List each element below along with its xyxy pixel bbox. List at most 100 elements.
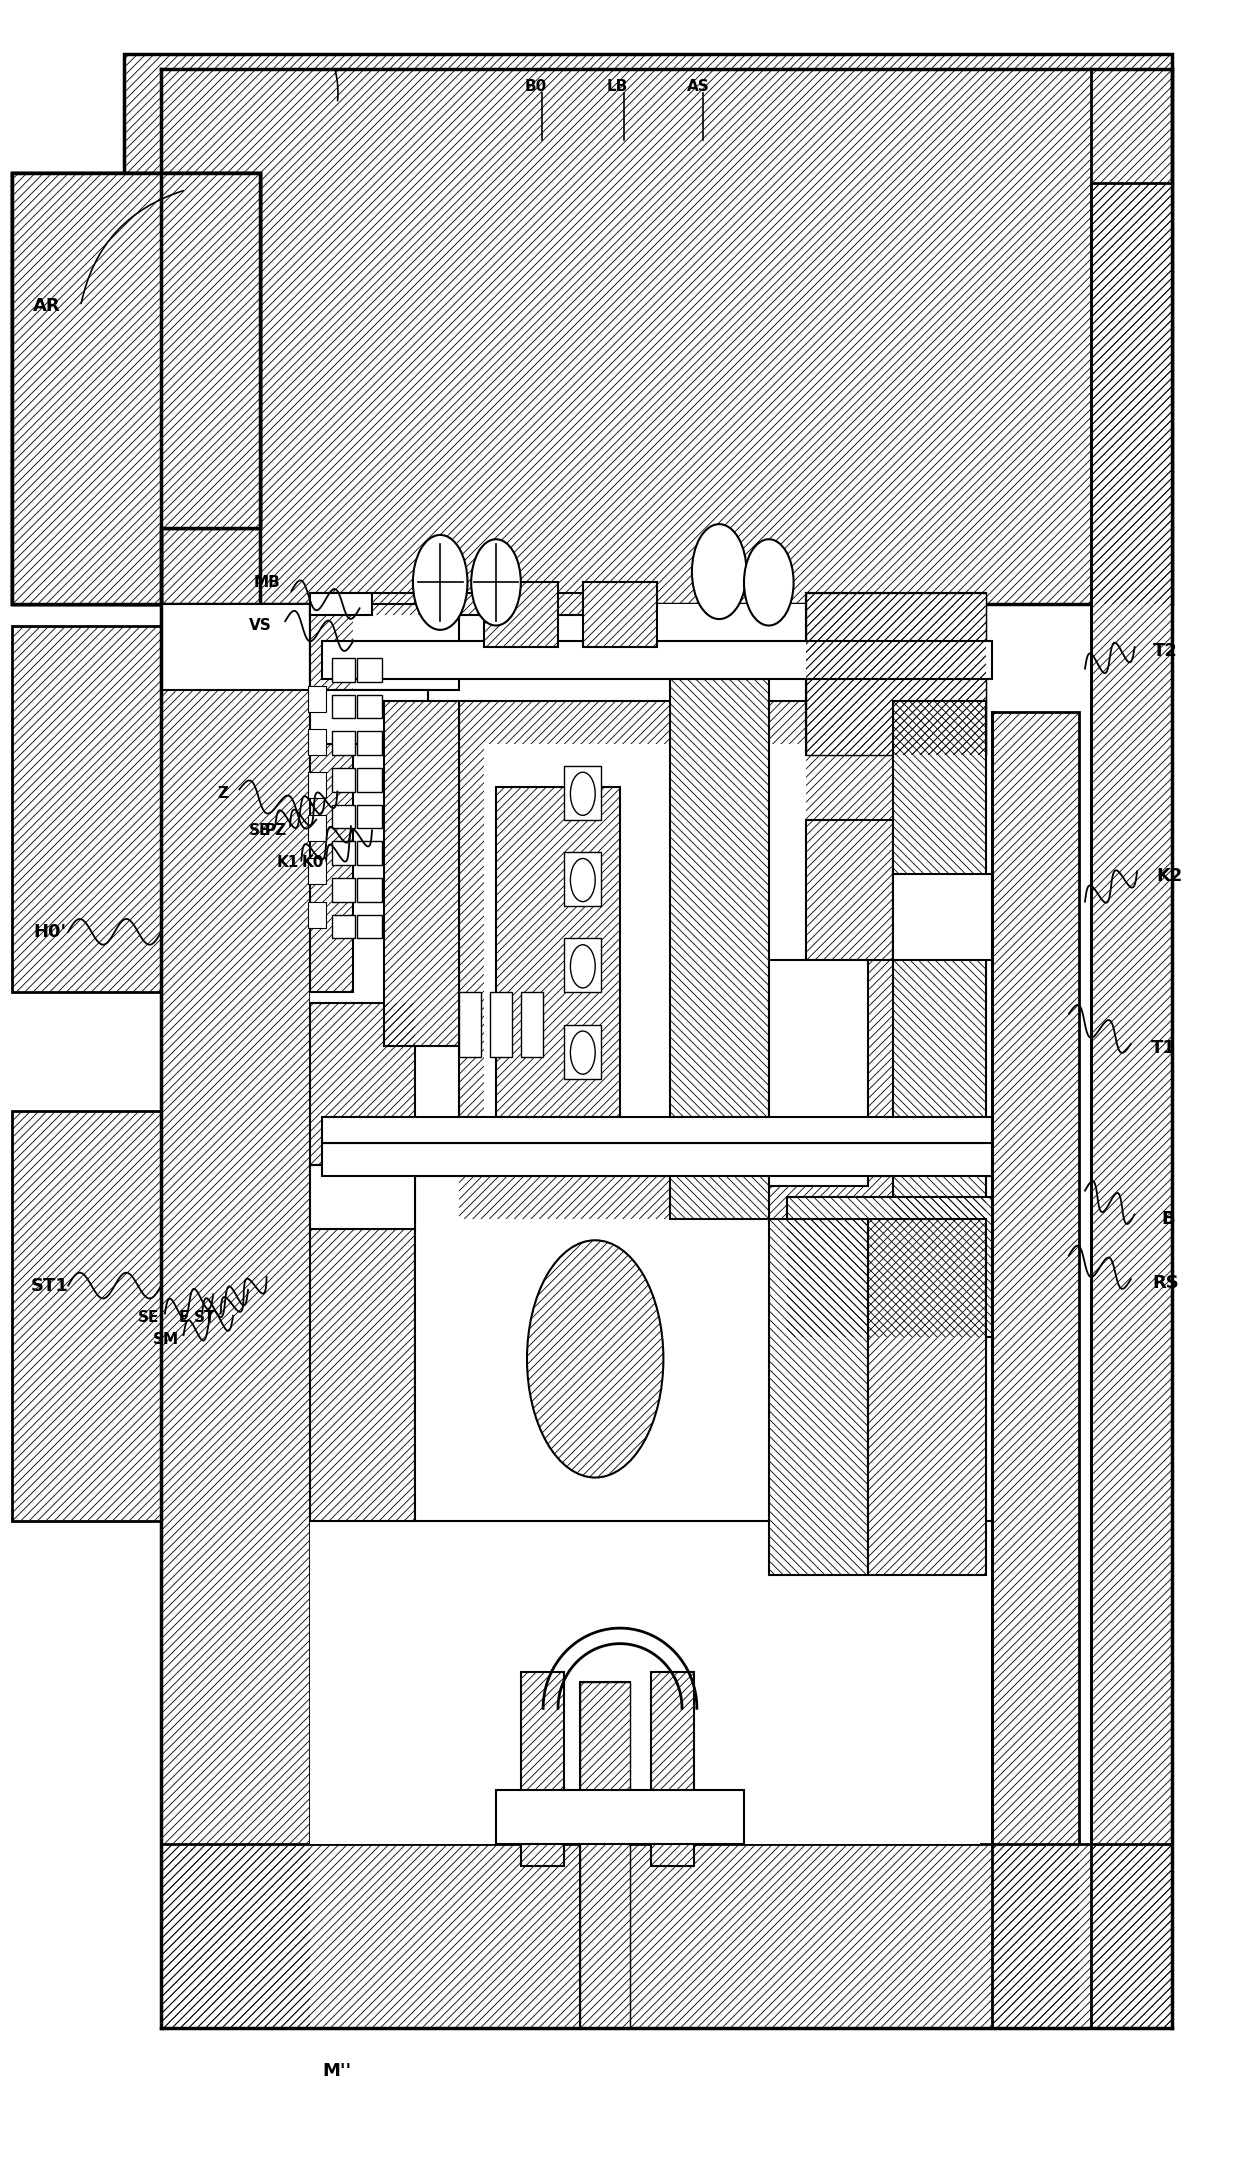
Text: SM: SM (153, 1333, 180, 1346)
Text: Z: Z (218, 787, 228, 800)
Text: E: E (179, 1311, 188, 1324)
Text: PZ: PZ (264, 824, 286, 837)
Bar (521, 1672, 564, 1866)
Bar (357, 658, 382, 682)
Bar (310, 604, 459, 690)
Bar (787, 1197, 992, 1337)
Bar (670, 679, 769, 1219)
Bar (332, 658, 355, 682)
Bar (496, 787, 620, 1132)
Circle shape (692, 524, 746, 619)
Bar (308, 858, 326, 884)
Circle shape (570, 772, 595, 815)
Bar (806, 593, 986, 755)
Bar (357, 915, 382, 938)
Bar (484, 582, 558, 647)
Bar (651, 1672, 694, 1866)
Bar (806, 593, 986, 755)
Bar (384, 701, 459, 1046)
Bar (893, 701, 986, 1219)
Bar (124, 54, 1172, 604)
Bar (992, 712, 1079, 2028)
Bar (769, 960, 868, 1186)
Text: ST: ST (193, 1311, 216, 1324)
Bar (12, 1111, 161, 1521)
Bar (521, 1672, 564, 1866)
Bar (310, 593, 595, 615)
Text: K0: K0 (301, 856, 324, 869)
Text: AS: AS (687, 80, 709, 93)
Circle shape (570, 858, 595, 902)
Bar (308, 902, 326, 928)
Bar (332, 731, 355, 755)
Bar (868, 1219, 986, 1575)
Bar (484, 582, 558, 647)
Bar (124, 54, 1172, 604)
Text: VS: VS (249, 619, 272, 632)
Text: T2: T2 (1153, 643, 1178, 660)
Bar (310, 690, 428, 744)
Text: K1: K1 (277, 856, 299, 869)
Bar (310, 604, 980, 1844)
Bar (357, 768, 382, 792)
Bar (583, 582, 657, 647)
Bar (580, 1682, 630, 2028)
Text: SB: SB (249, 824, 272, 837)
Bar (769, 1219, 868, 1575)
Bar (310, 1003, 415, 1521)
Text: K2: K2 (1156, 867, 1183, 884)
Bar (322, 1143, 992, 1176)
Bar (564, 852, 601, 906)
Bar (769, 1219, 868, 1575)
Text: B: B (1162, 1210, 1174, 1227)
Bar (332, 805, 355, 828)
Bar (868, 1219, 986, 1575)
Bar (564, 938, 601, 992)
Bar (583, 582, 657, 647)
Bar (322, 1117, 992, 1143)
Bar (1091, 183, 1172, 2028)
Bar (787, 1197, 992, 1337)
Bar (332, 768, 355, 792)
Bar (670, 679, 769, 1219)
Bar (12, 1111, 161, 1521)
Bar (310, 1165, 415, 1229)
Bar (580, 1682, 630, 2028)
Bar (459, 701, 980, 1219)
Text: SE: SE (138, 1311, 160, 1324)
Bar (415, 1176, 992, 1521)
Bar (564, 766, 601, 820)
Bar (459, 701, 980, 1219)
Bar (12, 626, 161, 992)
Bar (564, 1025, 601, 1078)
Text: M'': M'' (322, 2062, 352, 2079)
Bar (332, 915, 355, 938)
Bar (496, 1790, 744, 1844)
Bar (310, 1003, 415, 1521)
Bar (490, 992, 512, 1057)
Circle shape (471, 539, 521, 626)
Bar (806, 593, 986, 755)
Bar (521, 992, 543, 1057)
Bar (308, 815, 326, 841)
Circle shape (570, 945, 595, 988)
Polygon shape (12, 173, 260, 604)
Bar (332, 841, 355, 865)
Bar (806, 820, 893, 960)
Bar (332, 878, 355, 902)
Text: MB: MB (253, 576, 280, 589)
Bar (806, 593, 986, 755)
Bar (310, 593, 595, 615)
Circle shape (413, 535, 467, 630)
Bar (161, 1844, 1172, 2028)
Text: RS: RS (1152, 1275, 1179, 1292)
Polygon shape (12, 173, 260, 604)
Bar (161, 1844, 1172, 2028)
Circle shape (527, 1240, 663, 1478)
Bar (496, 787, 620, 1132)
Bar (161, 604, 310, 690)
Bar (580, 1682, 630, 2028)
Bar (651, 1672, 694, 1866)
Bar (12, 173, 260, 604)
Bar (308, 772, 326, 798)
